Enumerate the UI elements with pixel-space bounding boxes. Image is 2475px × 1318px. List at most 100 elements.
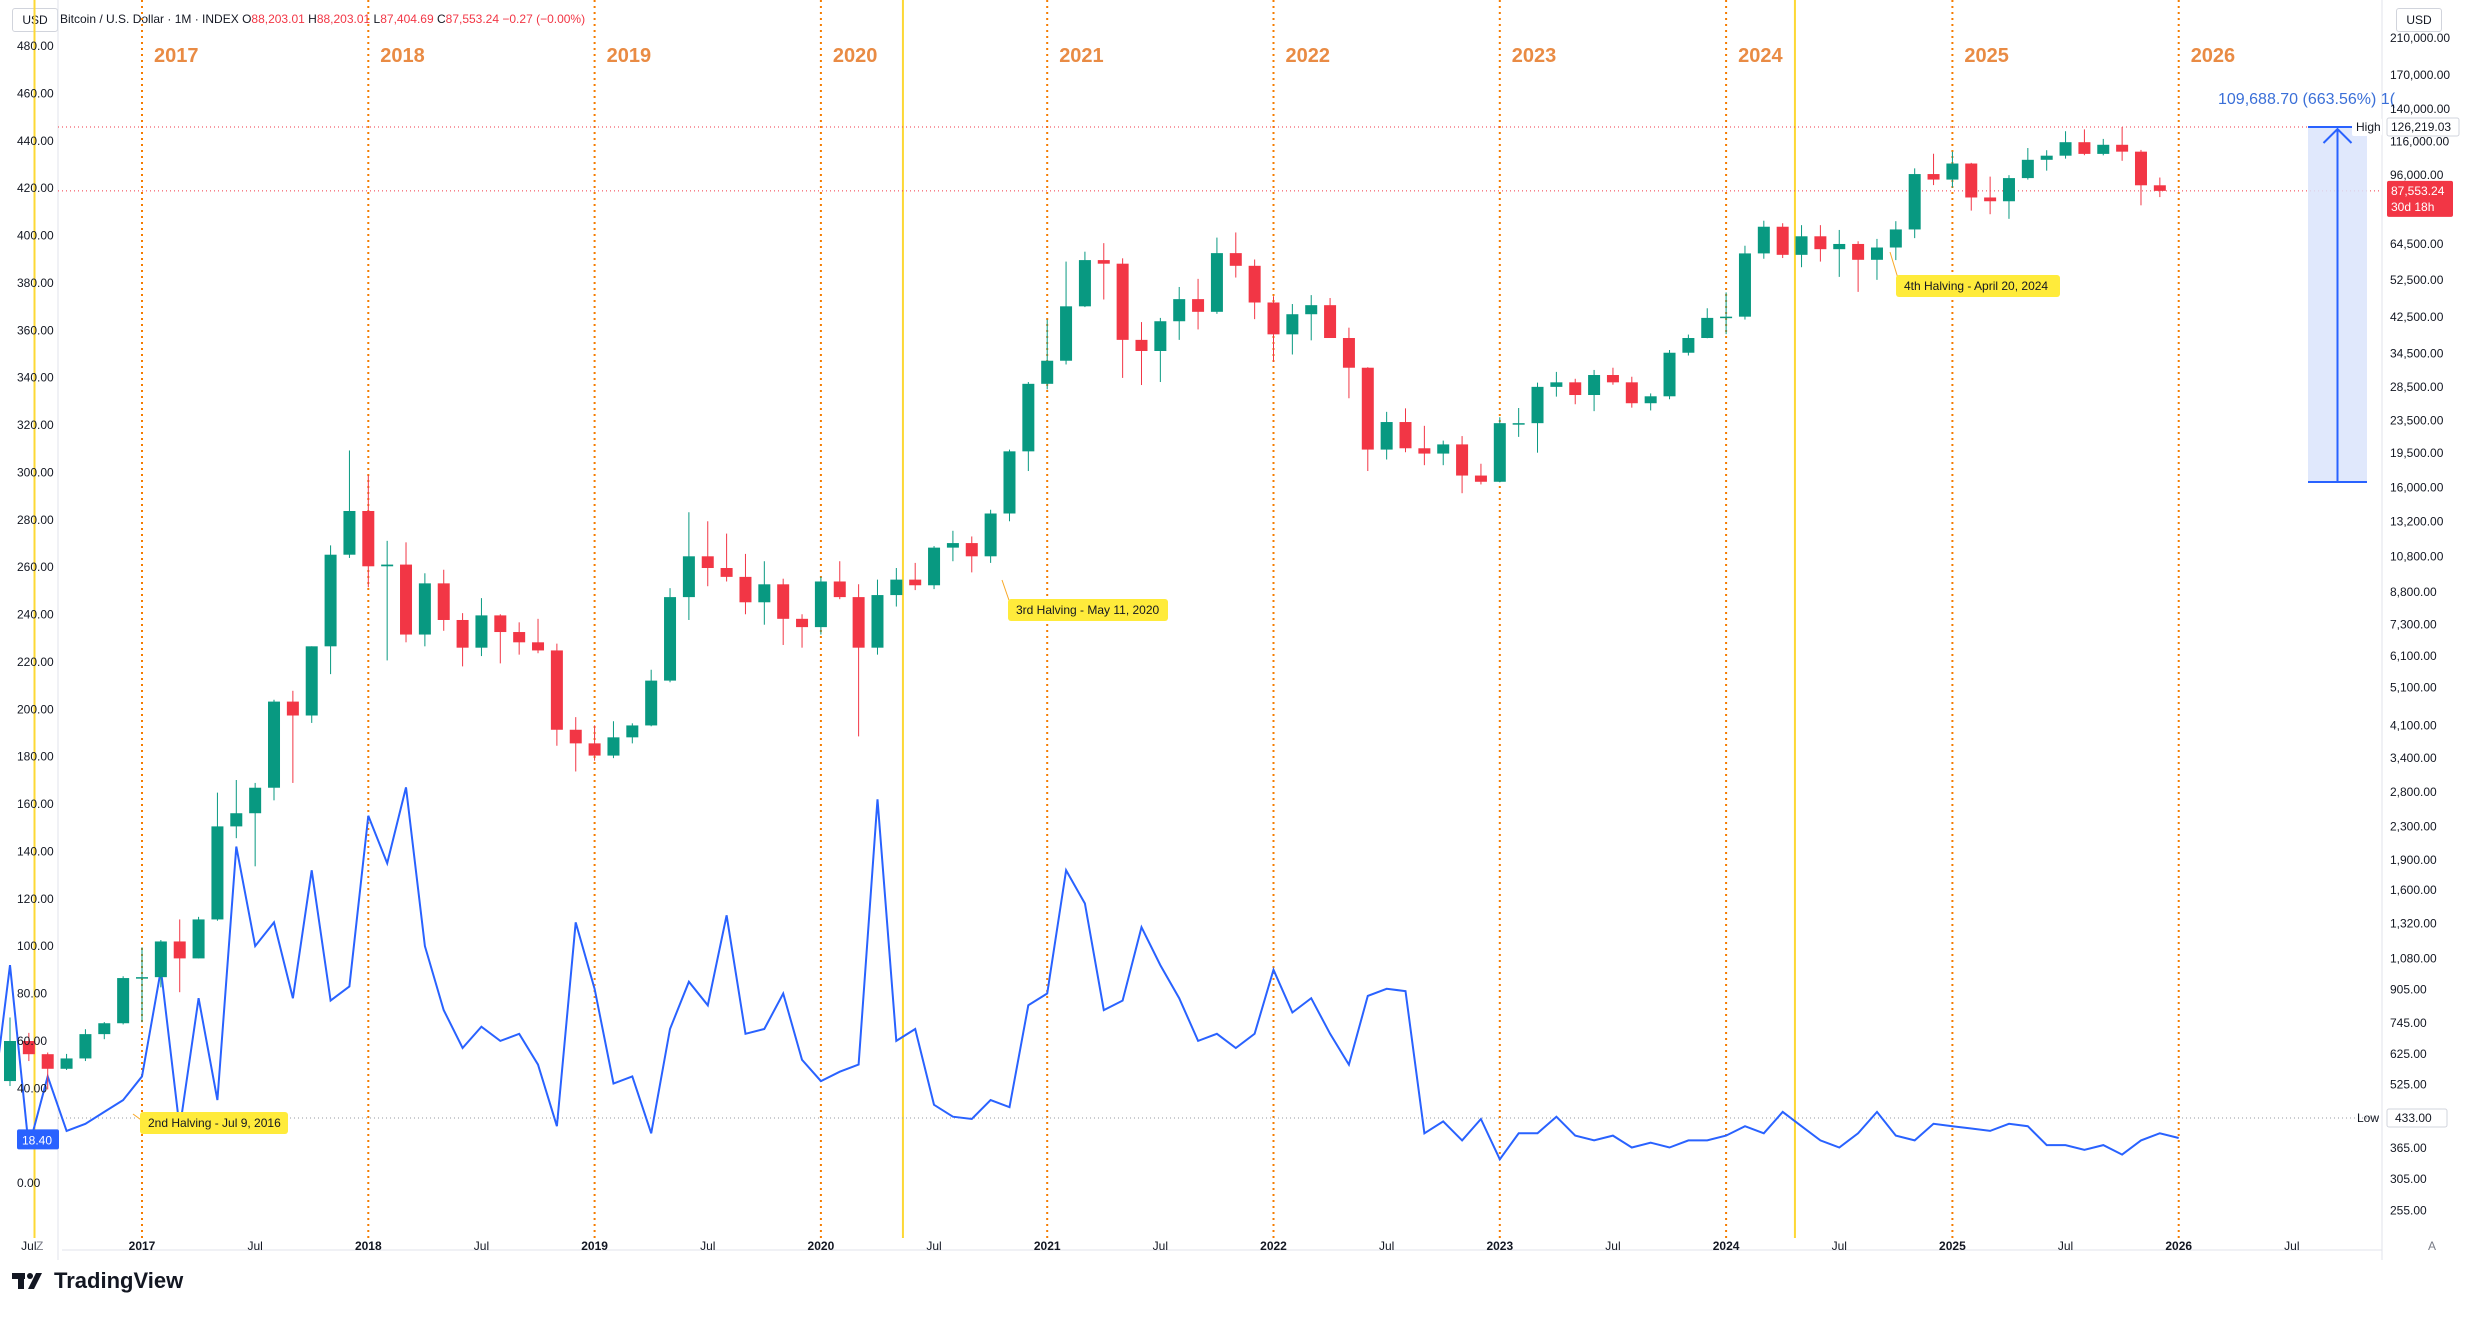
candle-body: [1248, 265, 1261, 303]
candle-body: [664, 597, 677, 681]
candle-body: [1663, 352, 1676, 397]
price-axis-tick-label: 8,800.00: [2390, 585, 2437, 599]
close-label: C: [436, 12, 446, 26]
candle-body: [1078, 260, 1091, 307]
time-axis-tick-label: 2023: [1486, 1239, 1513, 1253]
price-axis-tick-label: 365.00: [2390, 1141, 2427, 1155]
candle-body: [1870, 247, 1883, 260]
candle-body: [1380, 422, 1393, 450]
price-axis-tick-label: 2,300.00: [2390, 819, 2437, 833]
candle-body: [928, 547, 941, 586]
price-axis-tick-label: 140,000.00: [2390, 102, 2450, 116]
candle-body: [1305, 305, 1318, 315]
time-axis-tick-label: Jul: [2058, 1239, 2073, 1253]
price-axis-tick-label: 1,080.00: [2390, 951, 2437, 965]
open-label: O: [242, 12, 252, 26]
high-label: H: [308, 12, 317, 26]
symbol-title[interactable]: Bitcoin / U.S. Dollar · 1M · INDEX: [60, 12, 239, 26]
candle-body: [98, 1023, 111, 1035]
auto-scale-icon[interactable]: A: [2428, 1239, 2436, 1253]
candle-body: [1720, 316, 1733, 319]
last-price-badge[interactable]: [2387, 180, 2453, 217]
time-axis-tick-label: 2024: [1713, 1239, 1740, 1253]
price-axis-tick-label: 28,500.00: [2390, 380, 2444, 394]
low-value-text: 433.00: [2395, 1111, 2432, 1125]
candle-body: [645, 680, 658, 726]
high-value-badge: [2386, 117, 2460, 137]
candle-body: [41, 1054, 54, 1069]
tradingview-brand[interactable]: TradingView: [12, 1268, 183, 1294]
candle-body: [1342, 338, 1355, 368]
candle-body: [1399, 422, 1412, 449]
candle-body: [2134, 151, 2147, 186]
candle-body: [1946, 163, 1959, 180]
price-axis-tick-label: 745.00: [2390, 1016, 2427, 1030]
candle-body: [1644, 396, 1657, 404]
candle-body: [324, 554, 337, 647]
candle-body: [1154, 321, 1167, 351]
halving-callout-text: 3rd Halving - May 11, 2020: [1016, 603, 1160, 617]
candle-body: [569, 729, 582, 744]
candle-body: [1682, 338, 1695, 353]
candle-body: [2097, 144, 2110, 154]
change-value: −0.27 (−0.00%): [502, 12, 586, 26]
candle-body: [946, 543, 959, 548]
high-tag-label: High: [2356, 120, 2381, 134]
low-value: 87,404.69: [380, 12, 434, 26]
candle-body: [1701, 317, 1714, 339]
year-label: 2017: [154, 45, 199, 67]
candle-body: [758, 584, 771, 603]
time-axis-tick-label: Jul: [2284, 1239, 2299, 1253]
candle-body: [1776, 226, 1789, 255]
halving-callout-text: 2nd Halving - Jul 9, 2016: [148, 1116, 281, 1130]
low-tag-label: Low: [2357, 1111, 2379, 1125]
osc-axis-tick-label: 420.00: [17, 181, 54, 195]
candle-body: [1041, 360, 1054, 384]
candle-body: [1361, 367, 1374, 450]
halving-callout-box[interactable]: [1008, 599, 1168, 621]
price-axis-tick-label: 255.00: [2390, 1203, 2427, 1217]
currency-right-badge[interactable]: USD: [2396, 8, 2442, 32]
osc-axis-tick-label: 360.00: [17, 323, 54, 337]
candle-body: [1606, 375, 1619, 383]
candle-body: [60, 1058, 73, 1069]
osc-axis-tick-label: 40.00: [17, 1081, 47, 1095]
time-axis-tick-label: Jul: [926, 1239, 941, 1253]
candle-body: [286, 701, 299, 716]
halving-callout-box[interactable]: [1896, 275, 2060, 297]
chart-canvas[interactable]: 2017 2018 2019 2020 2021 2022 2023 2024 2025 2026…: [0, 0, 2475, 1260]
year-label: 2020: [833, 45, 878, 67]
price-axis-tick-label: 1,900.00: [2390, 853, 2437, 867]
candle-body: [1588, 375, 1601, 396]
candle-body: [136, 977, 148, 979]
candle-body: [1889, 229, 1902, 248]
price-axis-tick-label: 6,100.00: [2390, 649, 2437, 663]
candle-body: [2059, 142, 2072, 156]
candle-body: [1437, 444, 1450, 454]
candle-body: [1418, 448, 1431, 454]
zoom-icon[interactable]: Z: [36, 1239, 43, 1253]
candle-body: [3, 1040, 16, 1082]
candle-body: [1324, 305, 1337, 339]
halving-callout-box[interactable]: [140, 1112, 288, 1134]
price-axis-tick-label: 52,500.00: [2390, 273, 2444, 287]
candle-body: [1984, 197, 1997, 202]
osc-axis-tick-label: 120.00: [17, 892, 54, 906]
candle-body: [22, 1040, 35, 1055]
candle-body: [2153, 185, 2166, 191]
candle-body: [1267, 302, 1280, 335]
high-value: 88,203.01: [316, 12, 371, 26]
candle-body: [79, 1034, 92, 1059]
osc-axis-tick-label: 280.00: [17, 513, 54, 527]
price-axis-tick-label: 170,000.00: [2390, 68, 2450, 82]
time-axis-tick-label: 2019: [581, 1239, 608, 1253]
candle-body: [1474, 475, 1487, 482]
candle-body: [588, 743, 601, 756]
candle-body: [2040, 155, 2053, 160]
price-axis-tick-label: 23,500.00: [2390, 414, 2444, 428]
measure-arrow-head-icon: [2322, 127, 2353, 144]
candle-body: [965, 543, 978, 557]
candle-body: [682, 556, 695, 598]
candle-body: [890, 579, 903, 596]
candle-body: [1795, 236, 1808, 255]
